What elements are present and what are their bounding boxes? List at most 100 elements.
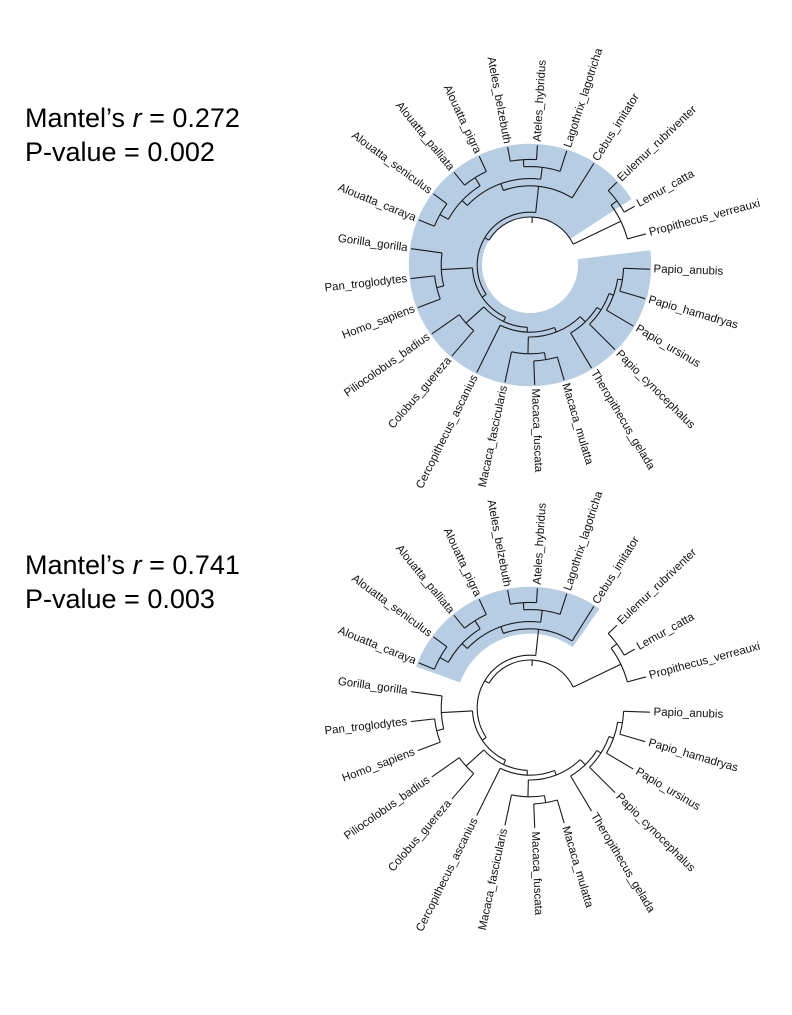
branch-radial [540, 610, 543, 623]
branch-radial [623, 205, 635, 213]
branch-radial [608, 293, 614, 296]
branch-radial [535, 588, 538, 603]
branch-radial [540, 167, 543, 180]
tip-label: Papio_hamadryas [647, 737, 740, 775]
branch-radial [411, 691, 443, 697]
branch-radial [606, 309, 634, 327]
branch-radial [436, 285, 444, 289]
branch-radial [451, 330, 475, 357]
r-value: = 0.272 [141, 103, 240, 133]
branch-radial [607, 181, 618, 191]
branch-radial [481, 294, 487, 298]
branch-radial [623, 710, 650, 713]
branch-radial [559, 593, 568, 615]
tip-label: Ateles_hybridus [532, 59, 549, 142]
mantel-label: Mantel’s [25, 550, 133, 580]
tip-labels: Papio_anubis Papio_hamadryasPapio_ursinus… [324, 489, 762, 933]
r-value: = 0.741 [141, 550, 240, 580]
branch-radial [607, 624, 618, 634]
branch-radial [504, 794, 513, 826]
tip-label: Ateles_belzebuth [485, 499, 513, 588]
branch-radial [507, 147, 511, 162]
tree-group: Papio_anubis Papio_hamadryasPapio_ursinus… [324, 489, 762, 933]
branch-radial [417, 298, 441, 309]
tip-label: Macaca_mulatta [559, 825, 595, 910]
p-value: P-value = 0.003 [25, 584, 215, 614]
tip-label: Alouatta_caraya [336, 625, 418, 668]
branch-radial [559, 150, 568, 172]
branch-radial [441, 267, 473, 271]
branch-radial [589, 323, 616, 351]
tip-label: Macaca_fuscata [529, 388, 544, 473]
tip-label: Papio_anubis [653, 263, 723, 277]
branch-radial [556, 799, 565, 824]
branch-radial [543, 352, 547, 360]
mantel-r-line: Mantel’s r = 0.741 [25, 548, 240, 582]
branch-radial [619, 733, 646, 743]
mantel-stats-top: Mantel’s r = 0.272 P-value = 0.002 [25, 101, 240, 169]
branch-radial [573, 220, 622, 245]
branch-radial [606, 752, 634, 770]
branch-radial [474, 177, 481, 187]
mantel-stats-bottom: Mantel’s r = 0.741 P-value = 0.003 [25, 548, 240, 616]
branches [410, 588, 650, 828]
branch-radial [478, 599, 487, 615]
branch-radial [571, 163, 595, 199]
branch-radial [596, 749, 602, 754]
tip-label: Macaca_fascicularis [477, 827, 510, 931]
branch-arc [503, 628, 573, 642]
branch-radial [589, 766, 616, 794]
r-symbol: r [132, 550, 142, 580]
branch-radial [433, 636, 448, 648]
tip-label: Ateles_hybridus [532, 502, 549, 585]
branch-radial [533, 360, 536, 385]
branch-radial [535, 145, 538, 160]
branch-radial [579, 759, 586, 766]
branch-radial [451, 773, 475, 800]
branch-radial [623, 267, 650, 270]
tip-label: Alouatta_pigra [441, 526, 484, 599]
r-symbol: r [132, 103, 142, 133]
branch-radial [617, 278, 623, 281]
branch-radial [596, 306, 602, 311]
tip-label: Gorilla_gorilla [337, 676, 409, 698]
branch-radial [610, 200, 618, 206]
branch-radial [573, 663, 622, 688]
tip-label: Cebus_imitator [591, 535, 642, 607]
branch-radial [500, 183, 504, 191]
branch-radial [570, 775, 592, 812]
branch-arc [476, 654, 536, 738]
branches [410, 145, 650, 385]
branch-radial [617, 721, 623, 724]
branch-radial [627, 233, 647, 240]
tip-label: Homo_sapiens [341, 746, 417, 785]
branch-radial [417, 741, 441, 752]
branch-radial [535, 186, 540, 213]
highlight-layer [416, 586, 600, 683]
branch-radial [431, 757, 460, 778]
tip-label: Lemur_catta [635, 611, 697, 653]
branch-radial [554, 327, 557, 333]
branch-radial [476, 324, 501, 373]
branch-radial [433, 193, 448, 205]
branch-arc [488, 216, 574, 245]
branch-radial [431, 314, 460, 335]
branch-radial [441, 710, 473, 714]
branch-radial [410, 275, 435, 280]
branch-arc [447, 628, 481, 663]
branch-arc [471, 267, 506, 318]
branch-radial [453, 614, 466, 629]
clade-highlight [416, 586, 600, 683]
branch-radial [439, 657, 449, 663]
branch-radial [623, 648, 635, 656]
branch-radial [579, 316, 586, 323]
branch-radial [500, 626, 504, 634]
tip-label: Macaca_fuscata [529, 831, 544, 916]
branch-radial [418, 219, 435, 227]
branch-radial [436, 728, 444, 732]
branch-radial [478, 156, 487, 172]
branch-radial [476, 767, 501, 816]
branch-arc [488, 659, 574, 688]
branch-radial [484, 680, 490, 684]
